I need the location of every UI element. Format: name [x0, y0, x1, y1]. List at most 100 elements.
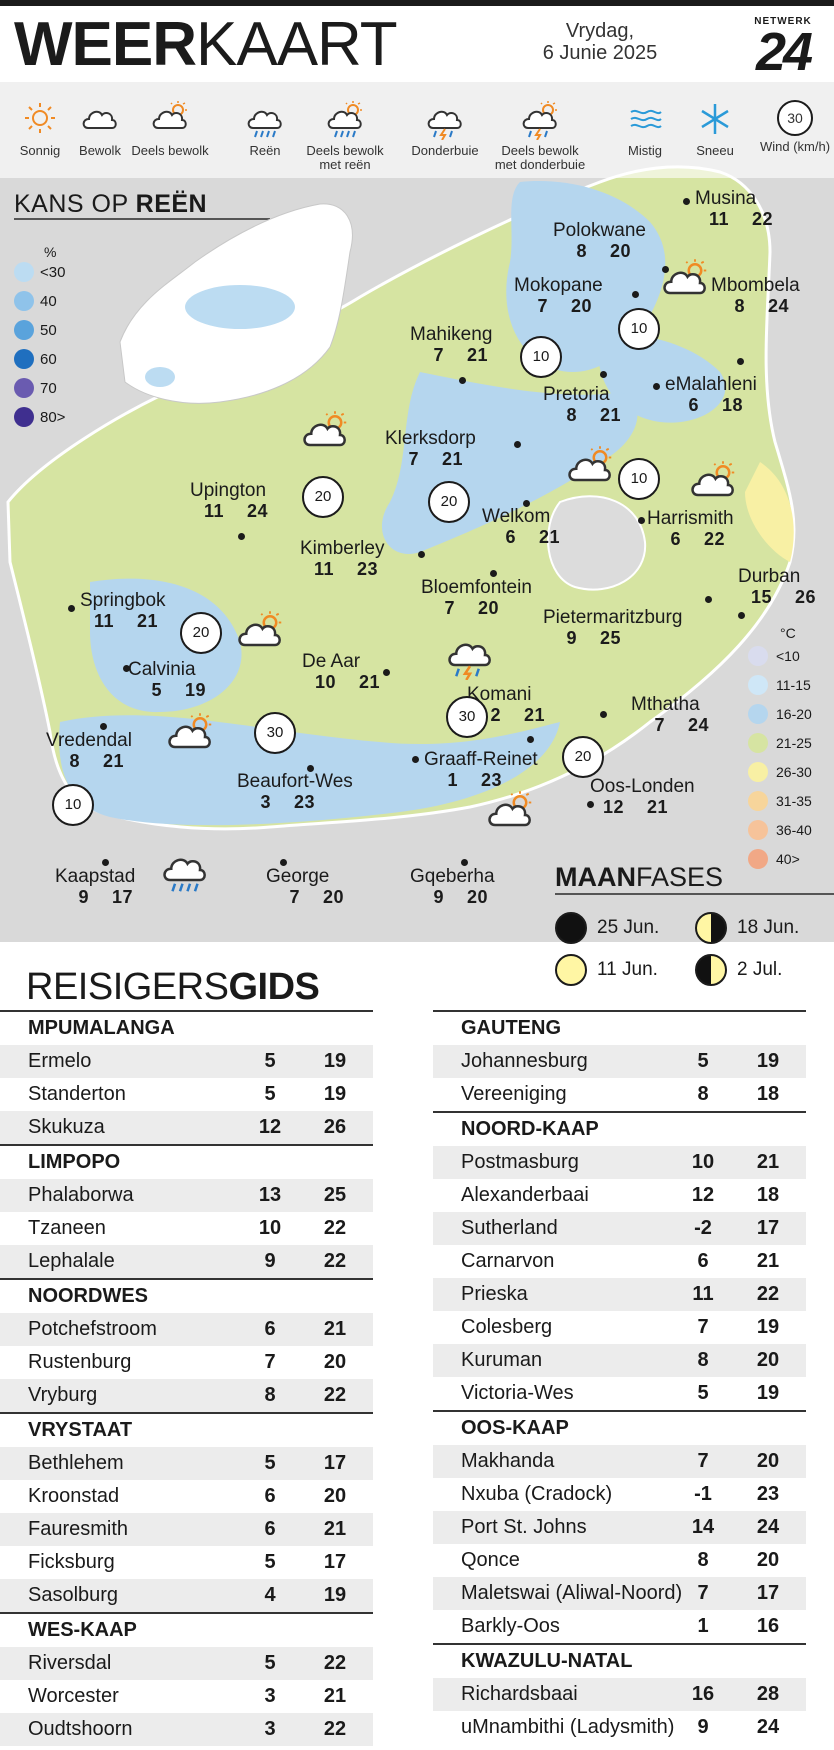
city-max-temp: 24 — [767, 296, 789, 316]
temp-scale-swatch — [748, 791, 768, 811]
city-min-temp: 7 — [433, 345, 444, 365]
partly-cloudy-icon — [488, 791, 532, 827]
temp-scale-label: 21-25 — [776, 735, 812, 751]
travel-guide-row: Tzaneen 10 22 — [0, 1212, 373, 1245]
city-label: Kimberley 11 23 — [300, 538, 384, 580]
travel-guide-row: Maletswai (Aliwal-Noord) 7 17 — [433, 1577, 806, 1610]
legend-item: Deels bewolk met reën — [297, 100, 393, 172]
city-label: Bloemfontein 7 20 — [421, 577, 532, 619]
city-max-temp: 24 — [246, 501, 268, 521]
legend-label: Deels bewolk met donderbuie — [494, 143, 586, 172]
town-name: Prieska — [461, 1283, 528, 1305]
town-min-temp: -1 — [694, 1483, 712, 1505]
lesotho-shape — [547, 495, 647, 591]
town-min-temp: 7 — [264, 1351, 276, 1373]
temp-scale-label: 26-30 — [776, 764, 812, 780]
town-min-temp: 9 — [697, 1716, 709, 1738]
town-max-temp: 19 — [756, 1316, 780, 1338]
temp-scale-item: 21-25 — [748, 733, 812, 753]
city-name: Graaff-Reinet — [424, 749, 538, 770]
travel-guide-row: Riversdal 5 22 — [0, 1647, 373, 1680]
city-min-temp: 7 — [408, 449, 419, 469]
rain-scale-item: 50 — [14, 320, 57, 340]
partly-cloudy-icon — [568, 446, 612, 482]
city-pin — [683, 198, 690, 205]
city-temps: 7 20 — [514, 296, 603, 317]
temp-scale-item: 11-15 — [748, 675, 811, 695]
rain-scale-swatch — [14, 378, 34, 398]
town-min-temp: 1 — [697, 1615, 709, 1637]
rain-scale-swatch — [14, 320, 34, 340]
town-name: Postmasburg — [461, 1151, 579, 1173]
city-min-temp: 2 — [490, 705, 501, 725]
town-name: Phalaborwa — [28, 1184, 134, 1206]
city-max-temp: 21 — [136, 611, 158, 631]
city-temps: 10 21 — [302, 672, 380, 693]
wind-speed-marker: 10 — [520, 336, 562, 378]
rain-scale-swatch — [14, 407, 34, 427]
sun-icon — [25, 103, 55, 133]
city-name: De Aar — [302, 651, 361, 672]
city-min-temp: 3 — [260, 792, 271, 812]
temp-scale-label: 40> — [776, 851, 800, 867]
city-temps: 7 20 — [266, 887, 344, 908]
wind-speed-marker: 10 — [618, 308, 660, 350]
city-pin — [632, 291, 639, 298]
town-max-temp: 17 — [756, 1582, 780, 1604]
town-name: Carnarvon — [461, 1250, 555, 1272]
logo-number: 24 — [755, 22, 813, 82]
wind-speed-marker: 10 — [52, 784, 94, 826]
legend-item: Reën — [217, 100, 313, 158]
rain-scale-label: 80> — [40, 408, 66, 426]
town-name: Nxuba (Cradock) — [461, 1483, 613, 1505]
partly-cloudy-icon — [238, 611, 282, 647]
city-min-temp: 1 — [447, 770, 458, 790]
town-max-temp: 20 — [323, 1485, 347, 1507]
rain-scale-item: <30 — [14, 262, 65, 282]
travel-guide-row: Oudtshoorn 3 22 — [0, 1713, 373, 1746]
city-temps: 15 26 — [738, 587, 816, 608]
partly-cloudy-thunder-icon — [522, 101, 557, 140]
legend-bar — [0, 82, 834, 178]
town-max-temp: 18 — [756, 1184, 780, 1206]
moon-phase-item: 2 Jul. — [695, 954, 782, 986]
town-max-temp: 22 — [323, 1384, 347, 1406]
city-pin — [459, 377, 466, 384]
temp-scale-label: 36-40 — [776, 822, 812, 838]
town-max-temp: 28 — [756, 1683, 780, 1705]
city-label: Gqeberha 9 20 — [410, 866, 495, 908]
wind-speed-marker: 30 — [254, 712, 296, 754]
moon-phase-item: 11 Jun. — [555, 954, 658, 986]
travel-guide-row: Ermelo 5 19 — [0, 1045, 373, 1078]
rain-scale-item: 60 — [14, 349, 57, 369]
cloud-icon — [82, 110, 117, 129]
rain-scale-label: 70 — [40, 379, 57, 397]
city-temps: 7 24 — [631, 715, 709, 736]
temp-scale-label: <10 — [776, 648, 800, 664]
town-name: Victoria-Wes — [461, 1382, 574, 1404]
town-min-temp: 6 — [264, 1318, 276, 1340]
city-temps: 11 21 — [80, 611, 166, 632]
town-max-temp: 26 — [323, 1116, 347, 1138]
town-name: Makhanda — [461, 1450, 555, 1472]
city-label: De Aar 10 21 — [302, 651, 380, 693]
city-name: Kaapstad — [55, 866, 136, 887]
city-name: Gqeberha — [410, 866, 495, 887]
town-min-temp: 7 — [697, 1582, 709, 1604]
moon-full-icon — [555, 954, 587, 986]
town-min-temp: 8 — [697, 1083, 709, 1105]
city-name: Kimberley — [300, 538, 385, 559]
travel-guide-row: Rustenburg 7 20 — [0, 1346, 373, 1379]
header: WEERKAART Vrydag, 6 Junie 2025 NETWERK 2… — [0, 6, 834, 82]
town-max-temp: 20 — [323, 1351, 347, 1373]
town-max-temp: 16 — [756, 1615, 780, 1637]
city-temps: 12 21 — [590, 797, 695, 818]
town-name: Kroonstad — [28, 1485, 120, 1507]
town-name: Port St. Johns — [461, 1516, 587, 1538]
city-name: Harrismith — [647, 508, 734, 529]
city-name: Beaufort-Wes — [237, 771, 353, 792]
temp-scale-swatch — [748, 820, 768, 840]
rain-scale-item: 80> — [14, 407, 65, 427]
city-temps: 8 20 — [553, 241, 646, 262]
city-max-temp: 21 — [466, 345, 488, 365]
